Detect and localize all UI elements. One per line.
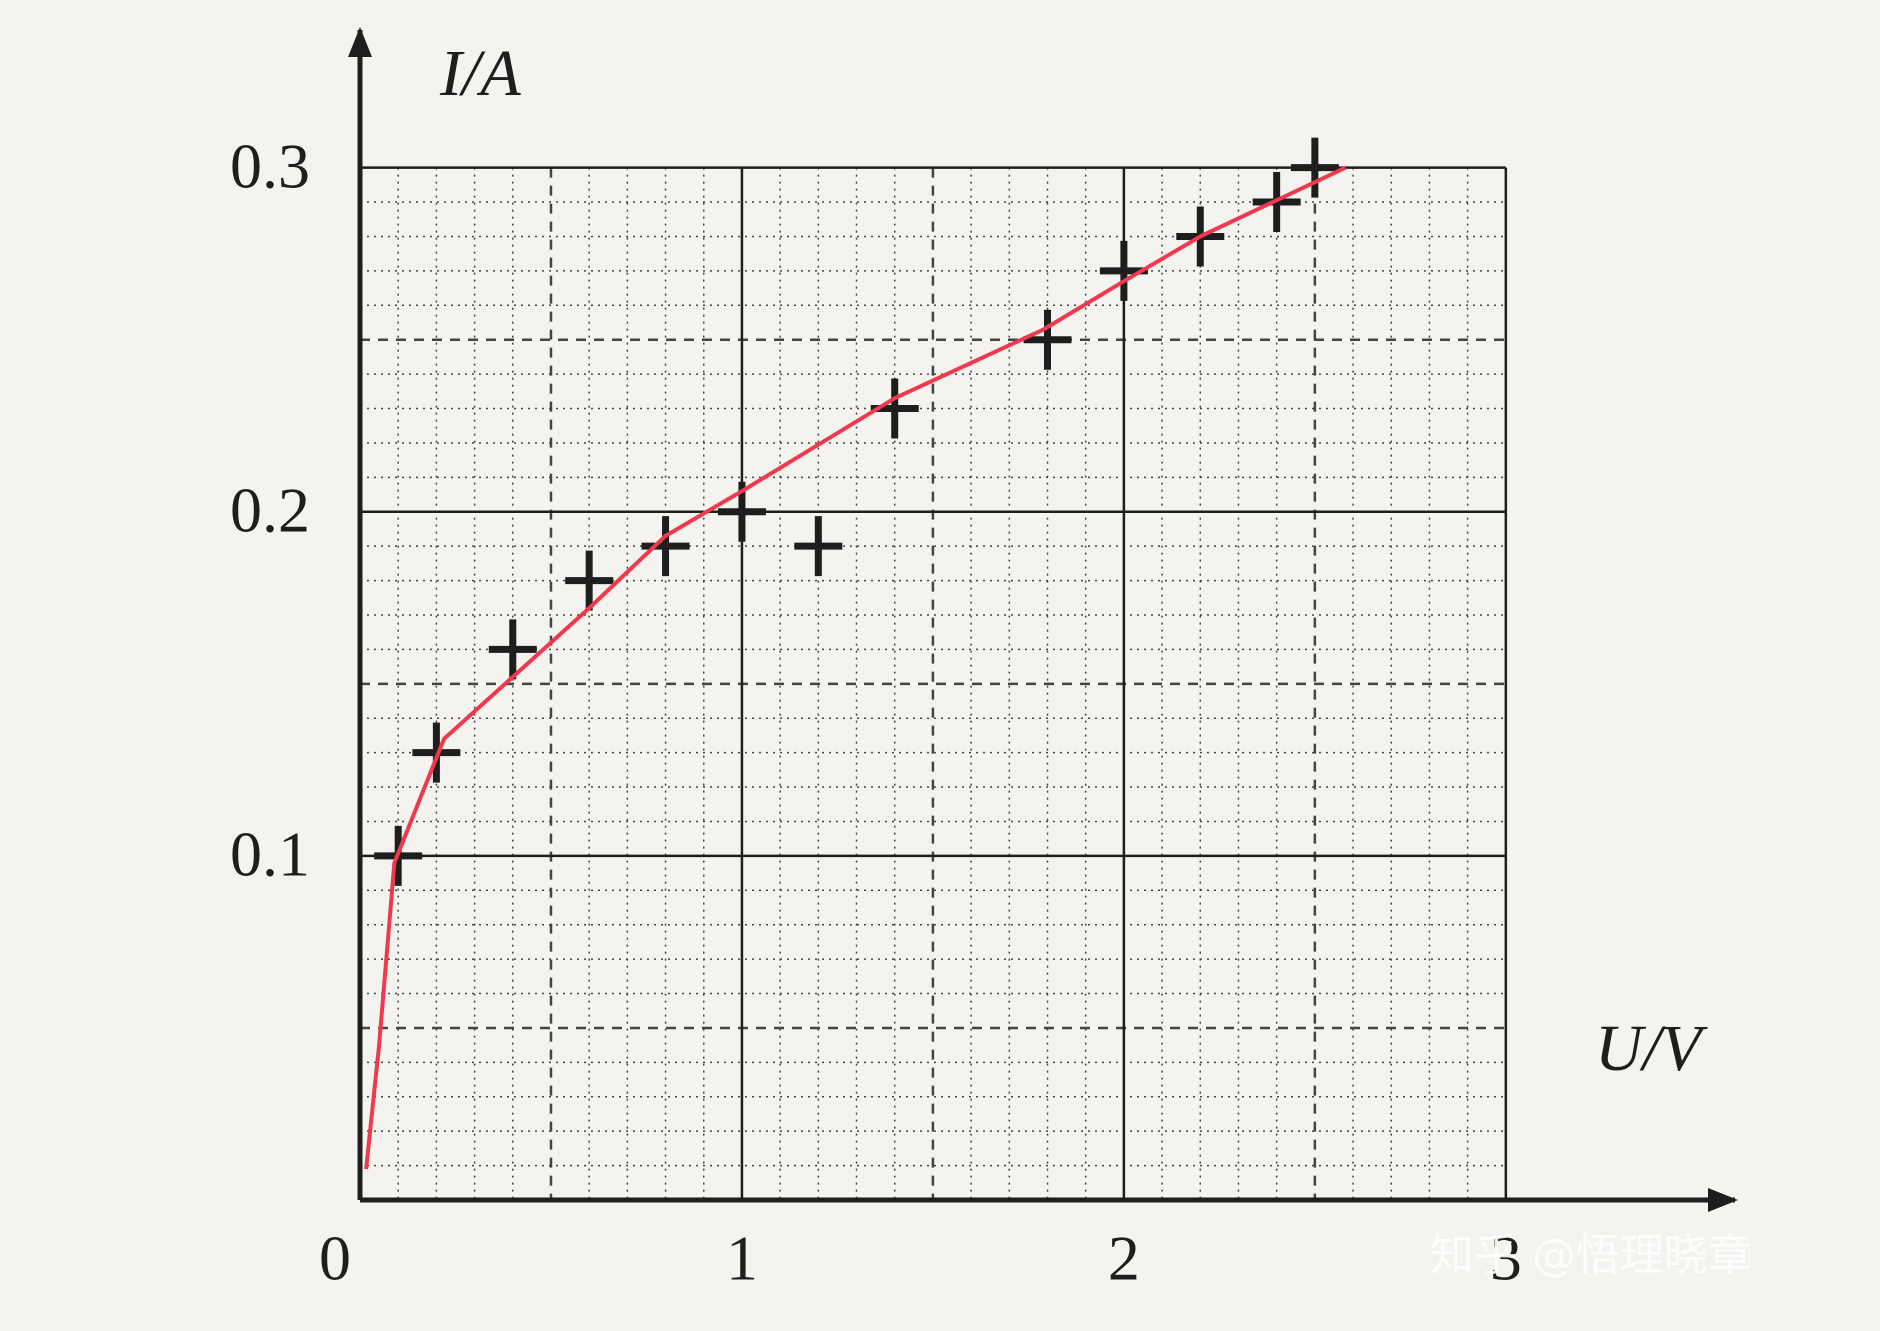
x-tick-label: 0	[319, 1223, 351, 1294]
data-point	[1023, 309, 1072, 370]
x-axis-label: U/V	[1595, 1012, 1708, 1085]
data-point	[641, 516, 690, 577]
data-point	[1290, 137, 1339, 198]
y-tick-label: 0.1	[230, 819, 310, 890]
fit-curve	[364, 165, 1347, 1170]
data-point	[565, 550, 614, 611]
watermark: 知乎 @悟理晓章	[1430, 1230, 1752, 1281]
y-tick-label: 0.3	[230, 130, 310, 201]
data-point	[488, 619, 537, 680]
x-tick-label: 3	[1490, 1223, 1522, 1294]
x-tick-label: 1	[726, 1223, 758, 1294]
y-axis-label: I/A	[439, 37, 521, 110]
data-point	[794, 516, 843, 577]
y-tick-label: 0.2	[230, 474, 310, 545]
x-tick-label: 2	[1108, 1223, 1140, 1294]
